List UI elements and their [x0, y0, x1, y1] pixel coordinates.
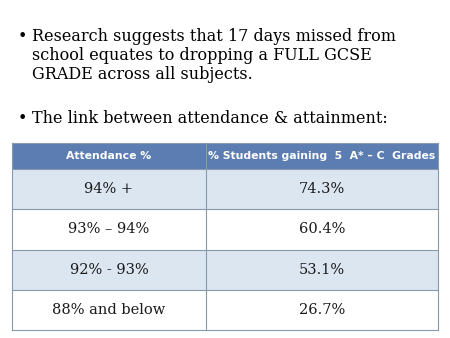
- Text: Attendance %: Attendance %: [66, 151, 152, 161]
- Text: 92% - 93%: 92% - 93%: [70, 263, 148, 276]
- Text: •: •: [18, 110, 27, 127]
- Bar: [12, 290, 438, 330]
- Text: 74.3%: 74.3%: [299, 182, 345, 196]
- Bar: [12, 249, 438, 290]
- Bar: [12, 209, 438, 249]
- Text: The link between attendance & attainment:: The link between attendance & attainment…: [32, 110, 388, 127]
- Text: GRADE across all subjects.: GRADE across all subjects.: [32, 66, 253, 83]
- Text: % Students gaining  5  A* – C  Grades: % Students gaining 5 A* – C Grades: [208, 151, 436, 161]
- Text: 26.7%: 26.7%: [299, 303, 345, 317]
- Text: 88% and below: 88% and below: [52, 303, 166, 317]
- Text: 93% – 94%: 93% – 94%: [68, 222, 149, 236]
- Bar: [12, 143, 438, 169]
- Text: 60.4%: 60.4%: [299, 222, 345, 236]
- Text: school equates to dropping a FULL GCSE: school equates to dropping a FULL GCSE: [32, 47, 372, 64]
- Text: 53.1%: 53.1%: [299, 263, 345, 276]
- Bar: [12, 169, 438, 209]
- Text: Research suggests that 17 days missed from: Research suggests that 17 days missed fr…: [32, 28, 396, 45]
- Text: •: •: [18, 28, 27, 45]
- Text: 94% +: 94% +: [85, 182, 133, 196]
